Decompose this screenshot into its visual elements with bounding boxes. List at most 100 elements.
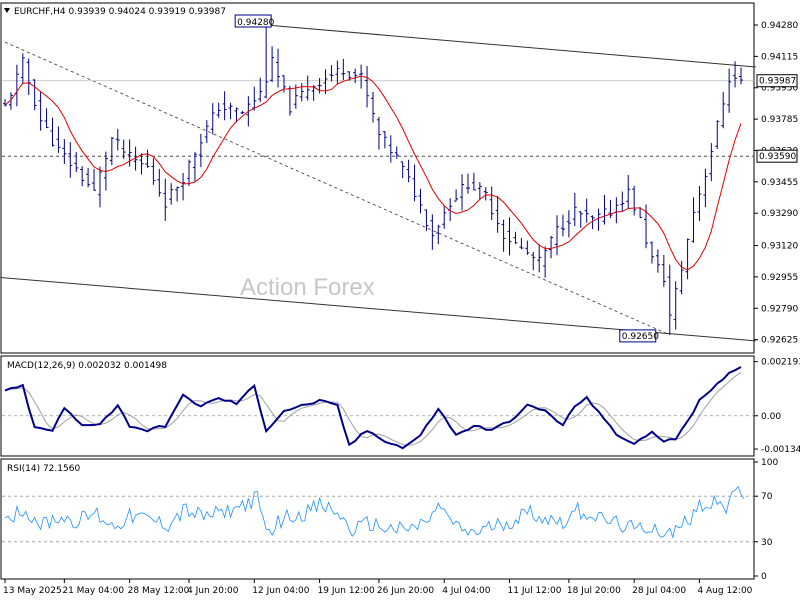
price-bars <box>3 25 743 335</box>
ohlc-bar <box>572 192 577 227</box>
ohlc-bar <box>365 65 370 108</box>
time-tick-label: 18 Jul 20:00 <box>567 586 621 596</box>
ohlc-bar <box>418 188 423 214</box>
time-tick-label: 4 Jul 04:00 <box>442 586 491 596</box>
ohlc-bar <box>649 241 654 264</box>
ohlc-bar <box>709 143 714 182</box>
ohlc-bar <box>566 210 571 238</box>
ohlc-bar <box>733 61 738 88</box>
ohlc-bar <box>139 153 144 175</box>
ohlc-bar <box>483 187 488 201</box>
rsi-tick-label: 100 <box>761 458 778 468</box>
ohlc-bar <box>50 117 55 147</box>
ohlc-bar <box>222 91 227 121</box>
ohlc-bar <box>323 69 328 94</box>
price-tick-label: 0.93785 <box>761 115 798 125</box>
ohlc-bar <box>145 149 150 168</box>
ohlc-bar <box>270 46 275 83</box>
ohlc-bar <box>513 231 518 244</box>
ohlc-bar <box>8 92 13 110</box>
ohlc-bar <box>578 211 583 228</box>
level-price-tag: 0.93590 <box>756 149 798 163</box>
macd-label: MACD(12,26,9) 0.002032 0.001498 <box>7 361 167 371</box>
ohlc-bar <box>477 182 482 200</box>
price-tick-label: 0.93455 <box>761 178 798 188</box>
symbol-header: EURCHF,H4 0.93939 0.94024 0.93919 0.9398… <box>4 7 226 17</box>
ohlc-bar <box>691 197 696 243</box>
ohlc-bar <box>163 178 168 221</box>
rsi-tick-label: 30 <box>761 538 773 548</box>
ohlc-bar <box>169 183 174 205</box>
ohlc-bar <box>382 130 387 149</box>
ohlc-bar <box>32 79 37 111</box>
ohlc-bar <box>38 91 43 131</box>
time-tick-label: 28 Jul 04:00 <box>632 586 686 596</box>
ohlc-bar <box>537 244 542 273</box>
time-tick-label: 19 Jun 12:00 <box>318 586 375 596</box>
triangle-down-icon <box>4 8 10 13</box>
watermark: Action Forex <box>240 274 375 301</box>
ohlc-bar <box>204 120 209 143</box>
ohlc-bar <box>151 158 156 185</box>
ohlc-bar <box>685 238 690 280</box>
ohlc-bar <box>121 139 126 160</box>
ohlc-bar <box>454 189 459 202</box>
ohlc-bar <box>86 167 91 188</box>
ohlc-bar <box>210 103 215 135</box>
ohlc-bar <box>258 77 263 102</box>
rsi-layer: 100 70 30 0 <box>2 458 778 582</box>
ohlc-bar <box>109 137 114 166</box>
ohlc-bar <box>329 65 334 82</box>
time-tick-label: 11 Jul 12:00 <box>508 586 562 596</box>
current-price-box <box>756 74 798 88</box>
ohlc-bar <box>264 25 269 99</box>
price-tick-label: 0.92790 <box>761 304 798 314</box>
ohlc-bar <box>376 116 381 150</box>
ohlc-bar <box>305 75 310 101</box>
ohlc-bar <box>216 102 221 118</box>
ohlc-bar <box>80 166 85 187</box>
dashed-trendline <box>4 41 670 336</box>
ohlc-bar <box>157 168 162 197</box>
low-annotation: 0.92650 <box>619 329 659 343</box>
price-tick-label: 0.92955 <box>761 273 798 283</box>
price-tick-label: 0.94115 <box>761 52 798 62</box>
ohlc-bar <box>406 159 411 183</box>
ohlc-bar <box>555 215 559 256</box>
ohlc-bar <box>175 186 180 202</box>
ohlc-bar <box>388 135 393 163</box>
high-annotation-box <box>234 14 272 28</box>
ohlc-bar <box>608 199 613 219</box>
low-annotation-label: 0.92650 <box>622 332 659 342</box>
ohlc-bar <box>74 152 79 173</box>
ohlc-bar <box>703 168 708 208</box>
high-annotation: 0.94280 <box>234 14 275 28</box>
macd-line <box>4 366 742 450</box>
ohlc-bar <box>293 84 298 109</box>
ohlc-bar <box>471 172 476 191</box>
ohlc-bar <box>92 168 97 191</box>
price-panel-frame <box>0 2 755 354</box>
ohlc-bar <box>68 142 73 178</box>
ohlc-bar <box>661 254 666 287</box>
ohlc-bar <box>590 215 595 230</box>
moving-average-line <box>4 75 742 271</box>
ohlc-bar <box>181 173 186 201</box>
macd-tick-label: -0.001348 <box>761 445 800 455</box>
macd-signal-line <box>4 371 742 446</box>
ohlc-bar <box>584 198 589 223</box>
ohlc-bar <box>276 48 281 88</box>
ohlc-bar <box>632 185 637 216</box>
level-price-box <box>756 149 798 163</box>
price-tick-label: 0.94280 <box>761 21 798 31</box>
rsi-panel-frame <box>0 458 755 580</box>
time-tick-label: 12 Jun 04:00 <box>252 586 309 596</box>
ohlc-bar <box>519 237 524 250</box>
moving-average-layer <box>4 75 742 271</box>
ohlc-bar <box>412 164 417 202</box>
price-tick-label: 0.93120 <box>761 242 798 252</box>
ohlc-bar <box>673 281 678 330</box>
ohlc-bar <box>234 107 239 123</box>
